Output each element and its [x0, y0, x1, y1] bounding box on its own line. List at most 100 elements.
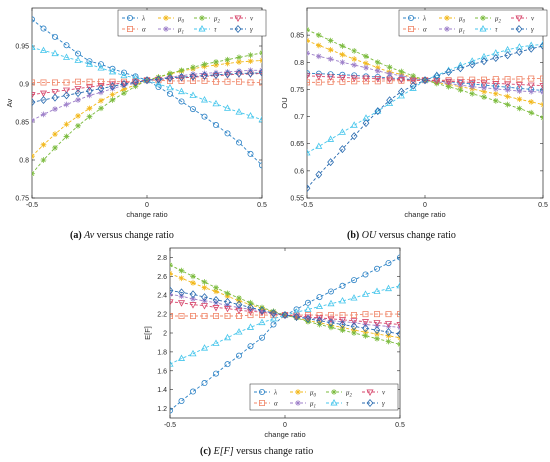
legend-label: μ2 [214, 15, 221, 25]
data-point-tau [32, 43, 36, 50]
legend-box [117, 9, 267, 37]
data-point-mu0 [109, 91, 116, 98]
legend-marker [295, 400, 301, 406]
series-line-alpha [307, 78, 543, 83]
x-axis-label: change ratio [126, 210, 167, 219]
data-point-mu2 [457, 87, 464, 93]
y-tick-label: 0.65 [290, 141, 304, 148]
data-point-mu0 [374, 64, 381, 71]
data-point-mu0 [121, 86, 127, 93]
data-point-alpha [351, 78, 358, 85]
data-point-alpha [327, 78, 334, 85]
data-point-gamma [539, 42, 543, 50]
legend-label: λ [141, 15, 145, 23]
data-point-gamma [398, 87, 405, 96]
data-point-mu2 [40, 157, 47, 163]
legend-entry-mu1: μ1 [158, 26, 184, 35]
data-point-alpha [327, 312, 334, 319]
data-point-alpha [98, 78, 105, 85]
data-point-nu [338, 75, 346, 82]
data-point-gamma [178, 288, 185, 297]
data-point-tau [433, 71, 441, 78]
data-point-nu [62, 87, 71, 95]
data-point-mu1 [528, 88, 535, 95]
data-point-tau [246, 111, 255, 119]
data-point-mu0 [307, 37, 310, 44]
data-point-alpha [386, 77, 393, 84]
data-point-mu2 [397, 341, 400, 348]
data-point-mu2 [121, 90, 127, 96]
data-point-alpha [75, 78, 82, 85]
data-point-mu0 [259, 57, 262, 64]
data-point-alpha [224, 313, 231, 320]
data-point-alpha [247, 312, 254, 319]
data-point-mu2 [236, 54, 242, 61]
data-point-alpha [86, 78, 93, 85]
data-point-mu2 [293, 315, 300, 321]
data-point-mu1 [374, 68, 381, 74]
data-point-alpha [363, 78, 370, 85]
data-point-mu1 [492, 86, 499, 92]
data-point-mu1 [363, 64, 369, 71]
data-point-mu0 [481, 88, 487, 95]
data-point-tau [468, 57, 476, 64]
data-point-alpha [170, 313, 173, 320]
data-point-nu [281, 312, 289, 320]
data-point-nu [396, 322, 400, 329]
data-point-mu1 [259, 308, 265, 315]
data-point-lambda [385, 260, 392, 267]
legend-entry-mu0: μ0 [158, 15, 185, 24]
legend-entry-gamma: γ [362, 399, 385, 408]
data-point-mu1 [52, 106, 58, 112]
data-point-mu2 [410, 72, 417, 79]
data-point-mu2 [307, 26, 310, 33]
data-point-nu [327, 74, 335, 81]
data-point-nu [177, 300, 186, 307]
legend-marker [444, 26, 450, 32]
data-point-nu [374, 76, 382, 83]
data-point-tau [246, 323, 255, 330]
data-point-gamma [386, 96, 393, 105]
data-point-mu1 [121, 82, 127, 89]
data-point-lambda [63, 42, 70, 49]
data-point-tau [386, 99, 394, 107]
data-point-tau [397, 91, 405, 99]
caption-b-suffix: versus change ratio [378, 230, 456, 241]
legend-label: α [274, 400, 278, 408]
legend-marker [515, 25, 523, 33]
data-point-gamma [270, 309, 277, 318]
data-point-tau [166, 83, 174, 91]
legend-entry-lambda: λ [254, 389, 277, 397]
legend-entry-tau: τ [326, 399, 349, 408]
legend-marker [295, 389, 301, 395]
legend-label-base: μ [495, 15, 499, 23]
data-point-gamma [51, 93, 59, 102]
legend-label-sub: 0 [463, 19, 466, 24]
data-point-mu1 [109, 85, 116, 92]
data-point-gamma [86, 86, 93, 95]
legend-label: μ2 [346, 389, 353, 399]
data-point-tau [304, 305, 312, 312]
data-point-mu0 [351, 56, 358, 62]
legend-label-base: λ [273, 389, 277, 397]
data-point-lambda [362, 271, 369, 278]
series-line-lambda [170, 257, 400, 411]
data-point-alpha [32, 79, 35, 86]
legend-marker [330, 399, 338, 406]
data-point-mu2 [224, 290, 231, 297]
series-gamma [170, 286, 400, 338]
series-line-tau [32, 47, 262, 121]
data-point-mu2 [327, 37, 334, 44]
legend-label-sub: 2 [218, 19, 221, 24]
legend-label-base: μ [459, 26, 463, 34]
data-point-mu2 [386, 64, 393, 71]
data-point-mu1 [86, 92, 93, 99]
data-point-mu2 [167, 70, 173, 77]
data-point-mu1 [445, 80, 452, 87]
data-point-tau [456, 61, 464, 69]
legend-label: μ0 [310, 389, 317, 399]
data-point-gamma [258, 68, 262, 77]
data-point-nu [409, 77, 417, 85]
data-point-mu2 [224, 56, 231, 63]
data-point-lambda [189, 106, 196, 113]
